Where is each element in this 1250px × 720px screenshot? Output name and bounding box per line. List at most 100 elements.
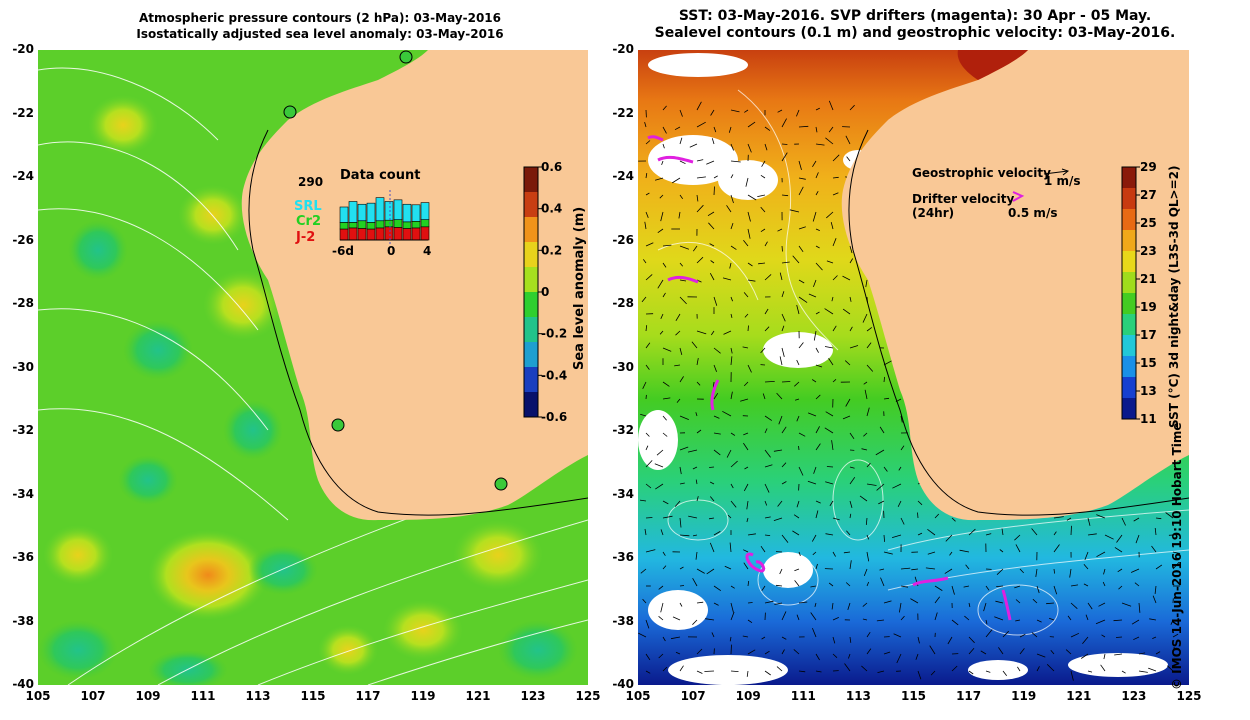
velocity-vector (679, 160, 686, 165)
velocity-vector (662, 381, 670, 387)
velocity-vector (949, 551, 953, 556)
data-count-bar-segment (393, 227, 403, 241)
data-count-bars (339, 197, 430, 241)
velocity-vector (696, 670, 703, 674)
geostrophic-scale-label: 1 m/s (1044, 174, 1081, 188)
velocity-vector (781, 313, 786, 322)
velocity-vector (1002, 670, 1008, 677)
velocity-vector (729, 636, 732, 642)
longitude-tick-label: 105 (625, 689, 651, 703)
velocity-vector (760, 206, 766, 213)
velocity-vector (825, 533, 834, 536)
data-count-bar-segment (339, 206, 349, 223)
velocity-vector (689, 143, 698, 148)
velocity-vector (1046, 664, 1055, 672)
velocity-vector (898, 466, 902, 471)
velocity-vector (848, 653, 851, 659)
velocity-vector (793, 649, 800, 655)
longitude-tick-label: 107 (680, 689, 706, 703)
velocity-vector (815, 172, 819, 179)
velocity-vector (1087, 517, 1091, 526)
data-count-bar-segment (366, 202, 376, 223)
velocity-vector (730, 222, 734, 230)
longitude-tick-label: 125 (1176, 689, 1202, 703)
velocity-vector (709, 273, 715, 281)
velocity-vector (847, 602, 851, 611)
velocity-vector (746, 500, 749, 510)
velocity-vector (744, 313, 749, 318)
drifter-scale-label: 0.5 m/s (1008, 206, 1058, 220)
velocity-vector (865, 517, 868, 525)
velocity-vector (709, 496, 715, 502)
velocity-vector (743, 432, 749, 436)
velocity-vector (866, 342, 872, 349)
velocity-vector (779, 356, 783, 366)
velocity-vector (808, 293, 817, 298)
velocity-vector (862, 313, 868, 323)
velocity-vector (745, 177, 749, 187)
velocity-vector (743, 381, 749, 387)
svp-drifter-tracks (647, 135, 1012, 621)
colorbar-segment (1122, 167, 1136, 189)
longitude-tick-label: 119 (410, 689, 436, 703)
velocity-vector (777, 228, 783, 232)
latitude-tick-label: -38 (612, 613, 634, 628)
latitude-tick-label: -32 (612, 423, 634, 437)
velocity-vector (711, 138, 715, 145)
legend-j2: J-2 (295, 230, 315, 245)
velocity-vector (713, 585, 722, 592)
data-count-bar-segment (366, 222, 376, 230)
velocity-vector (747, 580, 750, 587)
velocity-vector (1015, 619, 1021, 622)
velocity-vector (1154, 527, 1157, 536)
velocity-vector (657, 279, 664, 289)
velocity-vector (983, 602, 987, 612)
data-count-bar-segment (384, 219, 394, 228)
velocity-vector (1148, 667, 1157, 672)
velocity-vector (876, 483, 885, 491)
velocity-vector (744, 466, 749, 470)
velocity-vector (764, 534, 771, 536)
velocity-vector (883, 600, 892, 604)
velocity-vector (1087, 533, 1097, 536)
velocity-vector (832, 275, 838, 281)
velocity-vector (879, 568, 885, 571)
velocity-vector (893, 633, 902, 638)
velocity-vector (1050, 649, 1055, 655)
velocity-vector (760, 174, 766, 179)
velocity-vector (815, 347, 819, 353)
velocity-vector (900, 615, 905, 621)
dc-xlabel-end: 4 (423, 244, 431, 258)
velocity-vector (796, 614, 800, 621)
velocity-vector (781, 381, 791, 383)
data-count-bar-segment (357, 203, 367, 222)
data-count-bar-segment (411, 220, 421, 229)
velocity-vector (760, 228, 766, 233)
velocity-vector (723, 330, 732, 335)
velocity-vector (815, 228, 820, 231)
velocity-vector (777, 500, 783, 507)
velocity-vector (645, 192, 650, 196)
velocity-vector (696, 256, 704, 264)
velocity-vector (764, 464, 773, 468)
colorbar-segment (1122, 377, 1136, 399)
data-count-bar-segment (402, 228, 412, 241)
velocity-vector (675, 651, 681, 655)
velocity-vector (696, 204, 704, 213)
velocity-vector (743, 292, 749, 298)
velocity-vector (679, 566, 684, 570)
velocity-vector (968, 647, 975, 655)
velocity-vector (846, 530, 851, 536)
velocity-vector (815, 364, 823, 368)
colorbar-segment (1122, 188, 1136, 210)
colorbar-tick-label: 23 (1140, 244, 1157, 258)
velocity-vector (764, 670, 771, 676)
velocity-vector (760, 545, 766, 553)
velocity-vector (883, 376, 885, 383)
velocity-vector (696, 429, 702, 434)
velocity-vector (849, 326, 853, 332)
velocity-vector (826, 466, 834, 468)
velocity-vector (695, 479, 698, 485)
velocity-vector (747, 325, 749, 332)
velocity-vector (1155, 564, 1163, 570)
